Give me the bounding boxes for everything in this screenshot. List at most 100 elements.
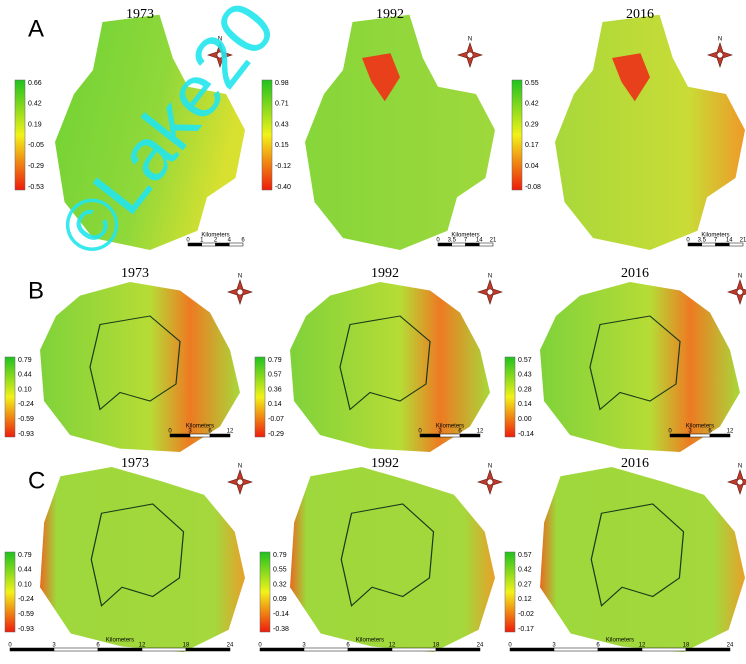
colorbar-tick-label: 0.36 [268,386,282,393]
scale-segment [170,434,190,437]
compass-center [717,52,723,58]
north-arrow: N [228,274,252,304]
colorbar-tick-label: 0.00 [518,416,532,423]
scale-tick-label: 3 [302,643,306,649]
map-area [290,467,495,652]
scale-tick-label: 12 [389,643,396,649]
colorbar-tick-label: -0.17 [518,626,534,633]
colorbar-tick-label: -0.93 [18,431,34,438]
colorbar-tick-label: 0.79 [273,552,287,559]
north-label: N [468,37,472,43]
map-area [540,467,745,652]
panel-year: 2016 [621,266,649,281]
colorbar-tick-label: 0.79 [18,552,32,559]
colorbar-tick-label: -0.02 [518,611,534,618]
row-label: A [28,15,44,42]
page: {"watermark": "©Lake20", "rows": [ {"lab… [0,0,746,664]
north-arrow: N [728,464,746,494]
scale-segment [98,648,142,651]
scale-segment [142,648,186,651]
row-label: C [28,467,45,494]
colorbar-tick-label: -0.14 [273,611,289,618]
north-label: N [738,464,742,470]
scale-segment [190,434,210,437]
colorbar-tick-label: -0.59 [18,416,34,423]
map-area [305,15,495,250]
colorbar-tick-label: -0.12 [275,163,291,170]
colorbar-tick-label: 0.04 [525,163,539,170]
scale-tick-label: 14 [726,238,733,244]
colorbar-tick-label: 0.10 [18,581,32,588]
colorbar-tick-label: 0.43 [275,121,289,128]
scale-tick-label: 6 [596,643,600,649]
colorbar-tick-label: 0.43 [518,372,532,379]
colorbar-tick-label: 0.66 [28,80,42,87]
colorbar [5,552,15,632]
colorbar-tick-label: -0.59 [18,611,34,618]
north-arrow: N [458,37,482,67]
compass-center [487,479,493,485]
colorbar-tick-label: 0.27 [518,581,532,588]
compass-center [237,289,243,295]
colorbar-tick-label: -0.14 [518,431,534,438]
colorbar [260,552,270,632]
colorbar-tick-label: 0.44 [18,372,32,379]
colorbar-tick-label: 0.79 [18,357,32,364]
colorbar-tick-label: -0.08 [525,184,541,191]
colorbar-tick-label: 0.57 [268,372,282,379]
scale-tick-label: 6 [346,643,350,649]
colorbar-tick-label: 0.57 [518,357,532,364]
scale-tick-label: 0 [8,643,12,649]
colorbar-tick-label: 0.55 [273,567,287,574]
scale-title: Kilometers [606,638,634,644]
scale-tick-label: 18 [683,643,690,649]
scale-tick-label: 3.5 [698,238,707,244]
scale-tick-label: 14 [476,238,483,244]
scale-tick-label: 18 [433,643,440,649]
scale-tick-label: 18 [183,643,190,649]
scale-segment [348,648,392,651]
colorbar-tick-label: 0.14 [518,401,532,408]
scale-segment [260,648,304,651]
panel-year: 1973 [121,456,149,471]
north-label: N [488,464,492,470]
colorbar-tick-label: -0.93 [18,626,34,633]
map-area [555,15,745,250]
colorbar-tick-label: -0.53 [28,184,44,191]
colorbar-tick-label: 0.14 [268,401,282,408]
scale-segment [420,434,440,437]
north-label: N [238,274,242,280]
scale-tick-label: 12 [139,643,146,649]
compass-center [467,52,473,58]
panel-year: 1973 [126,7,154,22]
colorbar-tick-label: 0.09 [273,596,287,603]
map [305,15,495,250]
scale-tick-label: 12 [639,643,646,649]
north-arrow: N [478,464,502,494]
colorbar-tick-label: 0.42 [28,101,42,108]
scale-tick-label: 24 [727,643,734,649]
north-label: N [488,274,492,280]
scale-title: Kilometers [106,638,134,644]
colorbar-tick-label: -0.40 [275,184,291,191]
scale-segment [436,648,480,651]
scale-tick-label: 21 [490,238,497,244]
map [40,467,245,652]
row-label: B [28,277,44,304]
scale-segment [304,648,348,651]
scale-tick-label: 24 [477,643,484,649]
scale-tick-label: 12 [227,429,234,435]
colorbar-tick-label: 0.79 [268,357,282,364]
colorbar [255,357,265,437]
scale-segment [642,648,686,651]
panel-year: 1992 [371,456,399,471]
panel-year: 1973 [121,266,149,281]
colorbar-tick-label: 0.15 [275,142,289,149]
north-label: N [718,37,722,43]
compass-center [487,289,493,295]
figure: A1973N0.660.420.19-0.05-0.29-0.53Kilomet… [0,0,746,664]
panel-year: 2016 [621,456,649,471]
colorbar-tick-label: 0.28 [518,386,532,393]
colorbar-tick-label: 0.17 [525,142,539,149]
scale-tick-label: 0 [258,643,262,649]
